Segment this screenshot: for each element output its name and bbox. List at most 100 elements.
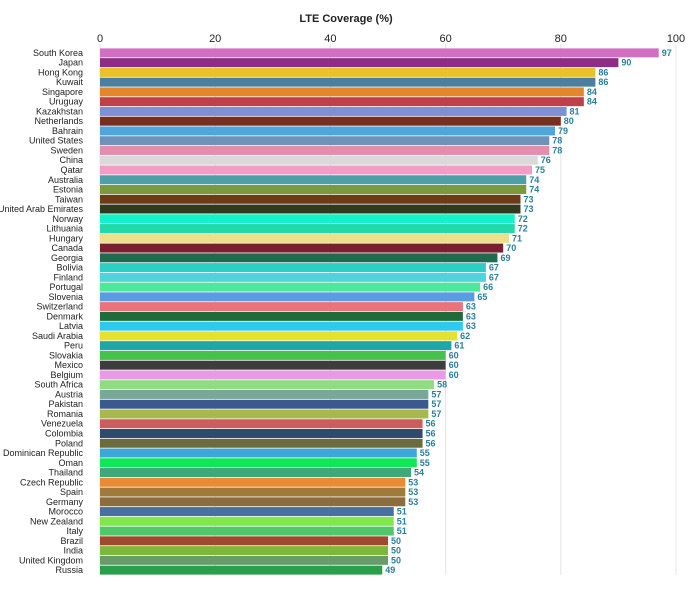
bar [100,253,498,263]
bar [100,145,550,155]
category-label: Estonia [53,185,83,195]
category-label: Czech Republic [20,477,84,487]
category-label: Poland [55,438,83,448]
data-label: 76 [541,155,551,165]
data-label: 90 [621,58,631,68]
bar [100,419,423,429]
bar [100,282,481,292]
category-label: United Kingdom [19,555,83,565]
category-label: Austria [55,389,83,399]
bar [100,555,388,565]
category-label: Romania [47,409,83,419]
category-label: Spain [60,487,83,497]
category-label: Saudi Arabia [32,331,83,341]
data-label: 55 [420,448,430,458]
category-label: Kuwait [56,77,84,87]
category-label: United Arab Emirates [0,204,83,214]
bar [100,487,406,497]
category-label: Qatar [60,165,83,175]
category-label: Venezuela [41,419,83,429]
data-label: 50 [391,546,401,556]
category-label: Denmark [46,311,83,321]
bar [100,116,561,126]
bar [100,263,486,273]
data-label: 60 [449,360,459,370]
category-label: Canada [51,243,83,253]
category-label: Japan [58,58,83,68]
data-label: 61 [454,341,464,351]
category-label: Georgia [51,253,83,263]
x-tick-label: 100 [667,33,685,45]
bar [100,468,412,478]
category-label: Slovakia [49,350,83,360]
bar [100,370,446,380]
data-label: 80 [564,116,574,126]
bar [100,272,486,282]
data-label: 67 [489,263,499,273]
data-label: 79 [558,126,568,136]
bar [100,516,394,526]
bar [100,97,584,107]
data-label: 63 [466,321,476,331]
bar [100,546,388,556]
category-label: Slovenia [48,292,83,302]
data-label: 73 [523,194,533,204]
data-label: 53 [408,487,418,497]
data-label: 54 [414,468,424,478]
bar [100,429,423,438]
x-tick-label: 80 [555,33,567,45]
category-label: Germany [46,497,84,507]
bar [100,448,417,458]
category-label: Oman [58,458,83,468]
category-label: Brazil [60,536,83,546]
data-label: 78 [552,136,562,146]
data-label: 57 [431,399,441,409]
category-label: Netherlands [34,116,83,126]
bar [100,565,383,575]
category-label: Russia [55,565,83,575]
bar [100,438,423,448]
bar [100,106,567,116]
category-label: United States [29,136,84,146]
bar [100,126,556,136]
data-label: 55 [420,458,430,468]
category-label: Peru [64,341,83,351]
category-label: Colombia [45,428,83,438]
category-label: Australia [48,175,83,185]
data-label: 63 [466,311,476,321]
bar [100,399,429,409]
category-label: South Korea [33,48,83,58]
bar [100,350,446,360]
bar [100,380,435,390]
data-label: 53 [408,497,418,507]
data-label: 60 [449,370,459,380]
category-label: Morocco [48,507,83,517]
data-label: 74 [529,175,539,185]
bar [100,58,619,68]
category-label: Italy [66,526,83,536]
category-label: Hong Kong [38,67,83,77]
category-label: Sweden [50,145,83,155]
category-label: Singapore [42,87,83,97]
value-labels: 9790868684848180797878767574747373727271… [385,48,671,575]
bar [100,48,659,58]
category-label: Dominican Republic [3,448,84,458]
bar [100,321,463,331]
category-label: Latvia [59,321,83,331]
bar [100,175,527,185]
data-label: 50 [391,555,401,565]
bar [100,204,521,214]
bar [100,165,532,175]
data-label: 57 [431,409,441,419]
x-tick-label: 40 [324,33,336,45]
chart-title: LTE Coverage (%) [299,13,393,25]
data-label: 86 [598,77,608,87]
category-label: Bolivia [56,263,83,273]
bar [100,302,463,312]
data-label: 67 [489,272,499,282]
category-label: Thailand [48,468,83,478]
data-label: 69 [500,253,510,263]
bar [100,458,417,468]
data-label: 74 [529,185,539,195]
